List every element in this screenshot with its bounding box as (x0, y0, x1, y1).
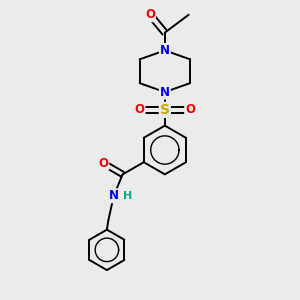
Text: O: O (135, 103, 145, 116)
Text: O: O (145, 8, 155, 21)
Text: N: N (160, 44, 170, 57)
Text: O: O (185, 103, 195, 116)
Text: H: H (123, 191, 133, 201)
Text: N: N (109, 189, 119, 202)
Text: N: N (160, 85, 170, 98)
Text: O: O (98, 157, 108, 169)
Text: S: S (160, 103, 170, 117)
